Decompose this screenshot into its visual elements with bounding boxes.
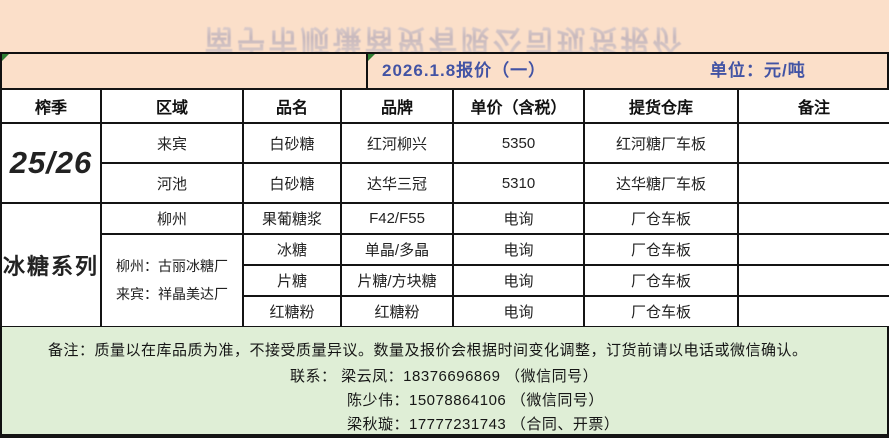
cell-error-triangle-icon: [368, 54, 375, 61]
region-cell: 柳州: [100, 202, 244, 235]
contact-line-3: 梁秋璇：17777231743 （合同、开票）: [347, 416, 620, 433]
product-cell: 冰糖: [242, 233, 342, 266]
season-cell: 冰糖系列: [0, 202, 102, 328]
remark-text: 备注：质量以在库品质为准，不接受质量异议。数量及报价会根据时间变化调整，订货前请…: [48, 342, 808, 359]
price-cell: 电询: [452, 295, 585, 328]
cell-divider: [366, 54, 368, 88]
page-title: 南宁市顺谦商贸有限公司现货报价: [204, 4, 685, 36]
footer-remarks: 备注：质量以在库品质为准，不接受质量异议。数量及报价会根据时间变化调整，订货前请…: [0, 327, 889, 434]
price-cell: 电询: [452, 233, 585, 266]
product-cell: 白砂糖: [242, 122, 342, 164]
table-row: 片糖 片糖/方块糖 电询 厂仓车板: [1, 264, 889, 297]
note-cell: [737, 122, 889, 164]
table-header-row: 榨季 区域 品名 品牌 单价（含税） 提货仓库 备注: [0, 88, 889, 124]
brand-cell: F42/F55: [340, 202, 454, 235]
region-group-line1: 柳州：古丽冰糖厂: [116, 258, 228, 275]
note-cell: [737, 202, 889, 235]
header-region: 区域: [100, 88, 244, 124]
page-title-reflection: 南宁市顺谦商贸有限公司现货报价: [0, 23, 889, 52]
product-cell: 果葡糖浆: [242, 202, 342, 235]
note-cell: [737, 264, 889, 297]
note-cell: [737, 233, 889, 266]
region-cell: 来宾: [100, 122, 244, 164]
price-cell: 5310: [452, 162, 585, 204]
warehouse-cell: 厂仓车板: [583, 295, 739, 328]
region-group-cell: 柳州：古丽冰糖厂 来宾：祥晶美达厂: [100, 233, 244, 328]
unit-label: 单位：元/吨: [710, 61, 806, 80]
brand-cell: 片糖/方块糖: [340, 264, 454, 297]
warehouse-cell: 厂仓车板: [583, 233, 739, 266]
note-cell: [737, 162, 889, 204]
header-price: 单价（含税）: [452, 88, 585, 124]
contact-line-1: 联系： 梁云凤：18376696869 （微信同号）: [290, 368, 599, 385]
brand-cell: 单晶/多晶: [340, 233, 454, 266]
table-row: 柳州：古丽冰糖厂 来宾：祥晶美达厂 冰糖 单晶/多晶 电询 厂仓车板: [1, 233, 889, 328]
title-band: 南宁市顺谦商贸有限公司现货报价 南宁市顺谦商贸有限公司现货报价: [0, 0, 889, 52]
price-cell: 电询: [452, 202, 585, 235]
header-product: 品名: [242, 88, 342, 124]
table-row: 冰糖系列 柳州 果葡糖浆 F42/F55 电询 厂仓车板: [0, 202, 889, 328]
warehouse-cell: 厂仓车板: [583, 264, 739, 297]
brand-cell: 红糖粉: [340, 295, 454, 328]
header-season: 榨季: [0, 88, 102, 124]
brand-cell: 达华三冠: [340, 162, 454, 204]
warehouse-cell: 红河糖厂车板: [583, 122, 739, 164]
note-cell: [737, 295, 889, 328]
header-brand: 品牌: [340, 88, 454, 124]
product-cell: 红糖粉: [242, 295, 342, 328]
table-row: 河池 白砂糖 达华三冠 5310 达华糖厂车板: [1, 162, 889, 204]
price-table: 榨季 区域 品名 品牌 单价（含税） 提货仓库 备注 25/26 来宾 白砂糖 …: [0, 88, 889, 328]
price-cell: 5350: [452, 122, 585, 164]
product-cell: 片糖: [242, 264, 342, 297]
product-cell: 白砂糖: [242, 162, 342, 204]
table-row: 红糖粉 红糖粉 电询 厂仓车板: [1, 295, 889, 328]
price-cell: 电询: [452, 264, 585, 297]
region-cell: 河池: [100, 162, 244, 204]
table-row: 25/26 来宾 白砂糖 红河柳兴 5350 红河糖厂车板: [0, 122, 889, 204]
warehouse-cell: 达华糖厂车板: [583, 162, 739, 204]
region-group-line2: 来宾：祥晶美达厂: [116, 285, 228, 302]
cell-error-triangle-icon: [2, 54, 9, 61]
warehouse-cell: 厂仓车板: [583, 202, 739, 235]
bottom-border: [0, 434, 889, 438]
header-note: 备注: [737, 88, 889, 124]
season-cell: 25/26: [0, 122, 102, 204]
subheader-row: 2026.1.8报价（一） 单位：元/吨: [0, 52, 889, 88]
brand-cell: 红河柳兴: [340, 122, 454, 164]
header-warehouse: 提货仓库: [583, 88, 739, 124]
contact-line-2: 陈少伟：15078864106 （微信同号）: [347, 392, 604, 409]
quote-date-label: 2026.1.8报价（一）: [382, 61, 547, 80]
